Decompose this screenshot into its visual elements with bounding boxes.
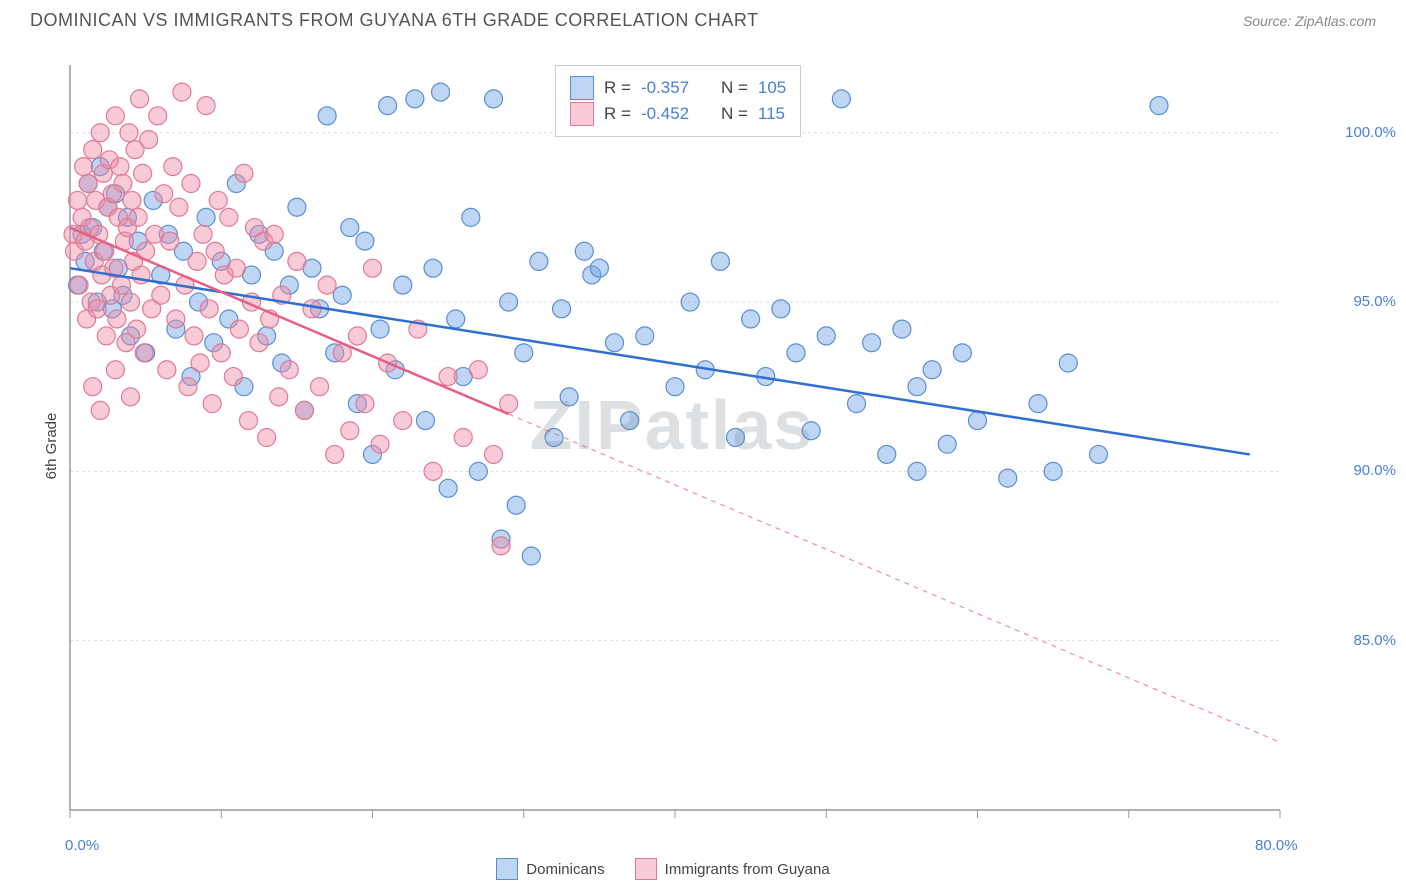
legend-label-1: Dominicans (526, 861, 604, 878)
scatter-plot-svg (60, 55, 1370, 835)
y-tick-label: 95.0% (1353, 293, 1396, 310)
legend-swatch-2 (635, 858, 657, 880)
chart-title: DOMINICAN VS IMMIGRANTS FROM GUYANA 6TH … (30, 10, 759, 31)
stats-swatch (570, 76, 594, 100)
stats-n-label: N = (721, 104, 748, 124)
source-attribution: Source: ZipAtlas.com (1243, 13, 1376, 29)
x-axis-max-label: 80.0% (1255, 837, 1298, 854)
stats-r-value: -0.357 (641, 78, 701, 98)
y-axis-label: 6th Grade (43, 413, 60, 480)
correlation-stats-box: R = -0.357 N = 105 R = -0.452 N = 115 (555, 65, 801, 137)
chart-area: R =-0.357N =105R =-0.452N =115 ZIPatlas (60, 55, 1370, 835)
stats-row: R = -0.357 N = 105 (570, 76, 786, 100)
y-tick-label: 100.0% (1345, 124, 1396, 141)
stats-r-label: R = (604, 78, 631, 98)
stats-n-label: N = (721, 78, 748, 98)
stats-row: R = -0.452 N = 115 (570, 102, 786, 126)
stats-n-value: 115 (758, 104, 785, 124)
stats-r-value: -0.452 (641, 104, 701, 124)
legend: Dominicans Immigrants from Guyana (0, 858, 1326, 880)
stats-r-label: R = (604, 104, 631, 124)
stats-n-value: 105 (758, 78, 786, 98)
legend-swatch-1 (496, 858, 518, 880)
legend-label-2: Immigrants from Guyana (665, 861, 830, 878)
legend-item-dominicans: Dominicans (496, 858, 604, 880)
y-tick-label: 90.0% (1353, 462, 1396, 479)
stats-swatch (570, 102, 594, 126)
x-axis-origin-label: 0.0% (65, 837, 99, 854)
y-tick-label: 85.0% (1353, 632, 1396, 649)
legend-item-guyana: Immigrants from Guyana (635, 858, 830, 880)
